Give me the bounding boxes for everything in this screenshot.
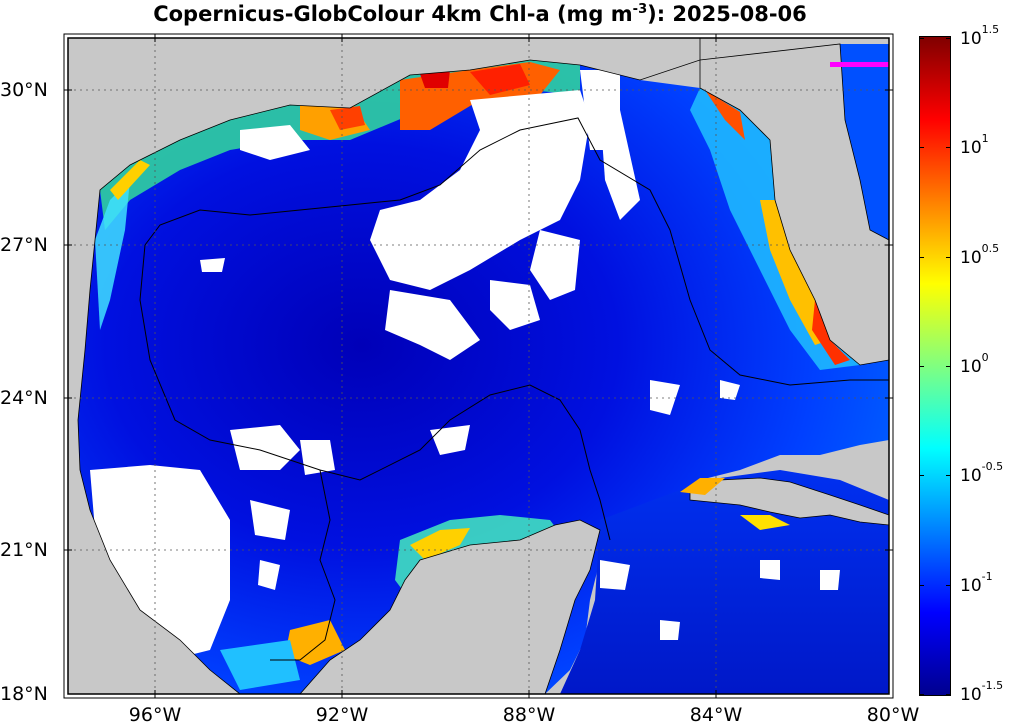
y-tick-label: 27°N <box>0 234 48 256</box>
colorbar-tick-mark <box>946 256 951 258</box>
chart-title: Copernicus-GlobColour 4km Chl-a (mg m-3)… <box>153 2 807 26</box>
colorbar-tick-mark <box>946 475 951 477</box>
colorbar-tick-label: 101.5 <box>960 23 1000 49</box>
x-tick-label: 84°W <box>689 704 743 726</box>
colorbar-tick-label: 100 <box>960 351 989 377</box>
yucatan-land <box>299 519 601 694</box>
atlantic-water <box>835 44 889 240</box>
cuba-land <box>689 477 889 526</box>
colorbar-tick-mark <box>946 584 951 586</box>
colorbar-tick-mark <box>919 147 924 149</box>
grid-lines <box>68 38 889 694</box>
colorbar-tick-label: 10-1 <box>960 569 993 596</box>
eez-boundary <box>144 117 889 386</box>
x-tick-label: 80°W <box>866 704 920 726</box>
colorbar-tick-mark <box>919 475 924 477</box>
colorbar-tick-mark <box>946 694 951 695</box>
y-tick-label: 21°N <box>0 539 48 561</box>
colorbar-tick-mark <box>946 366 951 367</box>
colorbar-tick-mark <box>919 38 924 39</box>
colorbar-tick-label: 10-1.5 <box>960 679 1004 705</box>
tabasco-plume <box>285 620 345 665</box>
colorbar-tick-mark <box>946 147 951 149</box>
y-tick-label: 18°N <box>0 683 48 705</box>
florida-land <box>699 43 889 366</box>
colorbar-tick-mark <box>919 584 924 586</box>
colorbar-tick-mark <box>946 38 951 39</box>
colorbar-tick-mark <box>919 694 924 695</box>
no-data-clouds <box>370 90 590 290</box>
colorbar-tick-mark <box>919 366 924 367</box>
mexico-land <box>68 38 701 694</box>
colorbar-tick-label: 101 <box>960 132 989 159</box>
colorbar-tick-mark <box>919 256 924 258</box>
map-frame <box>67 37 890 695</box>
x-tick-label: 96°W <box>128 704 182 726</box>
y-tick-label: 30°N <box>0 79 48 101</box>
x-tick-label: 92°W <box>315 704 369 726</box>
caribbean-water <box>560 470 889 694</box>
x-tick-label: 88°W <box>502 704 556 726</box>
colorbar-tick-label: 100.5 <box>960 241 1000 268</box>
y-tick-label: 24°N <box>0 387 48 409</box>
colorbar-tick-label: 10-0.5 <box>960 460 1004 487</box>
